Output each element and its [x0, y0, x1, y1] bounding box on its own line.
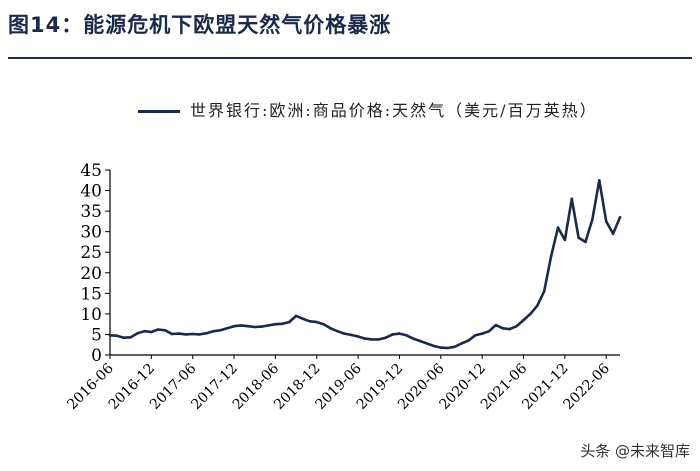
data-point — [529, 312, 532, 316]
y-tick-label: 30 — [80, 223, 102, 243]
data-point — [611, 232, 615, 235]
data-point — [184, 333, 188, 336]
data-point — [329, 327, 332, 330]
data-point — [198, 333, 201, 336]
y-tick-label: 20 — [80, 264, 102, 284]
data-point — [604, 220, 608, 223]
title-divider — [8, 57, 692, 59]
data-point — [598, 179, 601, 182]
data-point — [108, 334, 112, 337]
y-tick-label: 15 — [80, 284, 102, 304]
data-point — [177, 332, 181, 335]
data-point — [501, 327, 505, 330]
data-point — [150, 330, 153, 334]
data-point — [281, 322, 284, 326]
data-point — [460, 342, 463, 345]
data-point — [556, 226, 560, 229]
data-point — [515, 324, 518, 328]
data-point — [618, 216, 622, 219]
data-point — [508, 327, 512, 331]
data-point — [377, 338, 381, 341]
data-point — [287, 320, 291, 324]
y-tick-label: 45 — [80, 161, 102, 181]
data-point — [418, 339, 422, 343]
data-point — [246, 324, 250, 328]
data-point — [487, 329, 491, 333]
chart-title: 图14：能源危机下欧盟天然气价格暴涨 — [8, 13, 392, 37]
data-point — [163, 329, 167, 332]
data-point — [370, 338, 374, 341]
data-point — [129, 336, 132, 339]
data-point — [343, 332, 346, 335]
data-point — [315, 320, 319, 324]
data-point — [349, 333, 353, 337]
y-tick-label: 40 — [80, 182, 102, 202]
data-point — [563, 238, 567, 242]
data-point — [260, 325, 263, 328]
data-point — [212, 329, 215, 333]
data-point — [398, 332, 401, 335]
data-point — [405, 334, 408, 337]
data-point — [191, 332, 194, 336]
data-point — [308, 320, 312, 323]
y-tick-label: 5 — [91, 325, 102, 345]
data-point — [294, 314, 298, 318]
data-point — [115, 334, 119, 337]
y-tick-label: 0 — [91, 346, 102, 366]
data-point — [549, 255, 553, 258]
data-point — [577, 236, 580, 240]
data-point — [542, 290, 546, 293]
data-point — [239, 324, 243, 327]
data-point — [439, 346, 443, 349]
line-chart: 0510152025303540452016-062016-122017-062… — [64, 161, 622, 413]
data-point — [136, 331, 139, 335]
data-point — [122, 336, 126, 339]
data-point — [219, 329, 222, 332]
data-point — [411, 337, 415, 340]
data-point — [432, 344, 436, 348]
data-point — [474, 334, 477, 337]
data-point — [494, 323, 498, 327]
data-point — [522, 318, 525, 322]
data-point — [170, 332, 174, 336]
data-point — [363, 337, 367, 340]
x-tick-label: 2022-06 — [561, 360, 614, 413]
data-point — [205, 331, 208, 335]
legend-label: 世界银行:欧洲:商品价格:天然气（美元/百万英热） — [190, 101, 598, 120]
data-point — [301, 317, 305, 321]
data-point — [232, 324, 236, 328]
y-tick-label: 35 — [80, 202, 102, 222]
data-point — [480, 332, 484, 335]
data-point — [336, 329, 339, 333]
y-tick-label: 10 — [80, 305, 102, 325]
data-point — [467, 339, 470, 342]
data-point — [425, 342, 429, 345]
data-point — [143, 329, 146, 333]
series-line — [108, 178, 622, 350]
data-point — [591, 218, 594, 221]
data-point — [391, 333, 394, 336]
data-point — [584, 240, 587, 244]
data-point — [570, 197, 574, 201]
data-point — [274, 322, 277, 326]
legend-line-swatch — [138, 110, 180, 113]
data-point — [225, 327, 229, 330]
chart-legend: 世界银行:欧洲:商品价格:天然气（美元/百万英热） — [138, 98, 598, 124]
data-point — [267, 324, 270, 327]
y-tick-label: 25 — [80, 243, 102, 263]
data-point — [446, 346, 450, 350]
data-point — [356, 335, 360, 338]
data-point — [253, 325, 256, 329]
data-point — [322, 322, 325, 326]
data-point — [536, 304, 539, 307]
data-point — [156, 328, 160, 331]
data-point — [384, 336, 388, 339]
data-point — [453, 345, 456, 349]
watermark: 头条 @未来智库 — [580, 442, 690, 460]
